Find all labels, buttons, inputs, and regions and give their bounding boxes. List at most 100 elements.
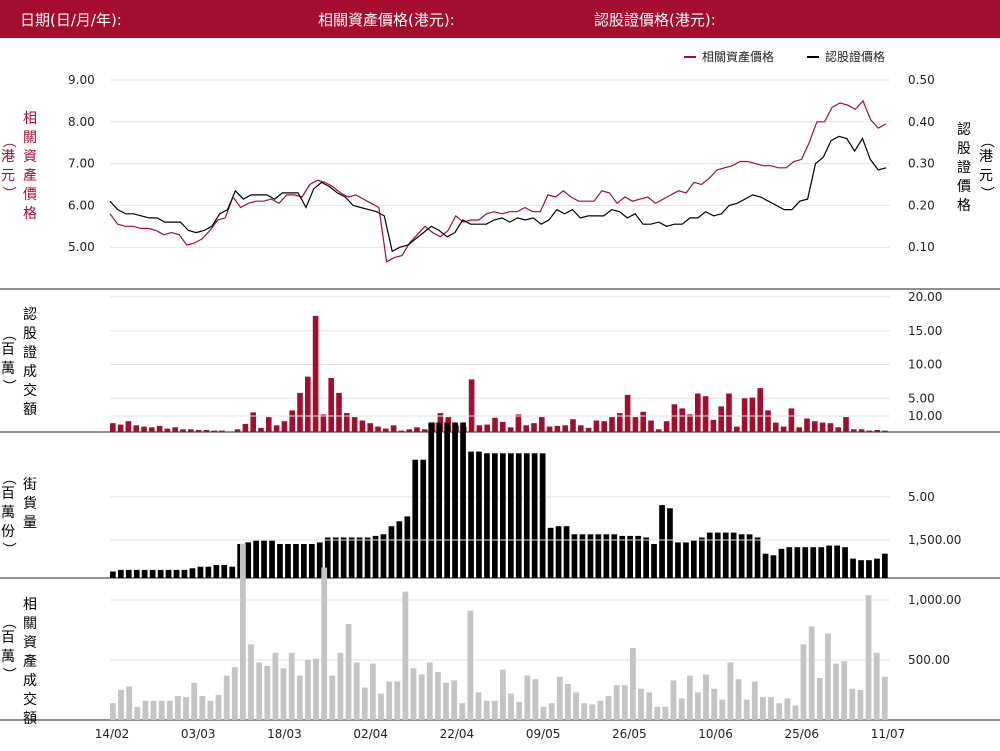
turnover-bar (857, 690, 864, 720)
warrant-volume-bar (679, 408, 685, 432)
vlabel-char: ） (978, 186, 994, 200)
outstanding-bar (635, 535, 641, 578)
volume-unit-label: （百萬 ） (0, 327, 16, 393)
warrant-volume-bar (734, 426, 740, 432)
x-axis-tick: 26/05 (612, 727, 647, 741)
vlabel-char: 百 (1, 486, 15, 502)
outstanding-bar (770, 555, 777, 578)
vlabel-char: 萬 (1, 361, 15, 377)
warrant-volume-bar (484, 424, 490, 432)
turnover-bar (110, 703, 116, 720)
warrant-volume-bar (117, 424, 124, 432)
warrant-volume-bar (796, 427, 802, 432)
turnover-bar (768, 697, 774, 720)
outstanding-bar (484, 453, 490, 578)
turnover-bar (581, 703, 588, 720)
vlabel-char: 萬 (1, 505, 15, 521)
turnover-bar (597, 700, 604, 720)
outstanding-bar (189, 568, 196, 578)
outstanding-bar (197, 566, 204, 578)
turnover-bar (467, 610, 474, 720)
vlabel-char: 股 (957, 141, 971, 157)
outstanding-bar (149, 569, 156, 578)
outstanding-bar (348, 537, 355, 578)
vlabel-char: 額 (23, 402, 37, 418)
warrant-volume-bar (648, 420, 654, 432)
outstanding-bar (611, 534, 618, 578)
turnover-bar (386, 681, 393, 720)
outstanding-bar (802, 547, 809, 578)
outstanding-bar (229, 566, 236, 578)
warrant-volume-bar (882, 430, 888, 432)
outstanding-title: 街貨量 (23, 476, 37, 533)
turnover-bar (305, 660, 311, 720)
warrant-volume-bar (375, 426, 381, 432)
warrant-volume-bar (539, 417, 545, 432)
turnover-bar (418, 674, 425, 720)
outstanding-bar (675, 542, 681, 578)
date-label: 日期(日/月/年): (20, 11, 122, 29)
x-axis-tick: 14/02 (95, 727, 130, 741)
outstanding-bar (508, 453, 514, 578)
warrant-volume-bar (858, 429, 865, 432)
warrant-volume-bar (601, 421, 607, 432)
warrant-volume-bar (476, 425, 483, 433)
vlabel-char: 價 (23, 187, 37, 203)
vlabel-char: 資 (23, 149, 37, 165)
turnover-bar (248, 644, 254, 720)
vlabel-char: 價 (957, 179, 971, 195)
turnover-bar (532, 679, 539, 720)
warrant-volume-bar (695, 393, 701, 432)
warrant-volume-bar (390, 425, 397, 433)
outstanding-bar (301, 544, 307, 578)
volume-axis-tick: 15.00 (908, 324, 942, 338)
warrant-volume-bar (835, 427, 841, 432)
right-axis-tick: 0.40 (908, 115, 935, 129)
warrant-volume-bar (110, 423, 116, 432)
outstanding-bar (420, 459, 427, 578)
warrant-volume-bar (195, 430, 202, 432)
outstanding-bar (587, 534, 594, 578)
right-axis-tick: 0.20 (908, 198, 935, 212)
turnover-bar (784, 698, 791, 720)
vlabel-char: 格 (23, 206, 37, 222)
vlabel-char: 百 (1, 630, 15, 646)
outstanding-bar (261, 540, 267, 578)
volume-title: 認股證成交額 (23, 306, 37, 420)
warrant-volume-bar (211, 430, 217, 432)
vlabel-char: 證 (23, 345, 37, 361)
warrant-volume-bar (570, 419, 576, 432)
turnover-bar (134, 706, 141, 720)
vlabel-char: 額 (23, 711, 37, 727)
left-axis-tick: 7.00 (68, 157, 95, 171)
turnover-bar (264, 666, 271, 720)
turnover-bar (630, 648, 636, 720)
warrant-volume-bar (507, 427, 514, 432)
turnover-bar (662, 706, 669, 720)
outstanding-bar (523, 453, 530, 578)
warrant-volume-bar (515, 414, 522, 432)
outstanding-bar (778, 548, 785, 578)
outstanding-bar (404, 516, 411, 578)
warrant-volume-bar (149, 427, 155, 432)
turnover-bar (670, 680, 677, 720)
outstanding-bar (842, 547, 848, 578)
outstanding-bar (810, 547, 817, 578)
x-axis-tick: 18/03 (267, 727, 302, 741)
vlabel-char: 量 (23, 515, 37, 531)
turnover-axis-tick: 1,000.00 (908, 593, 961, 607)
outstanding-unit-label: （百萬份 ） (0, 471, 16, 556)
outstanding-bar (667, 508, 673, 578)
turnover-bar (459, 703, 466, 720)
warrant-volume-bar (133, 425, 139, 433)
turnover-title: 相關資產成交額 (23, 596, 37, 729)
turnover-bar (751, 681, 758, 720)
left-axis-title: 相關資產價格 (23, 110, 37, 224)
turnover-bar (825, 633, 831, 720)
warrant-volume-bar (656, 429, 662, 432)
turnover-unit-label: （百萬 ） (0, 615, 16, 681)
warrant-volume-bar (172, 427, 178, 432)
turnover-bar (296, 675, 303, 720)
warrant-volume-bar (640, 411, 646, 433)
vlabel-char: 元 (979, 168, 993, 184)
